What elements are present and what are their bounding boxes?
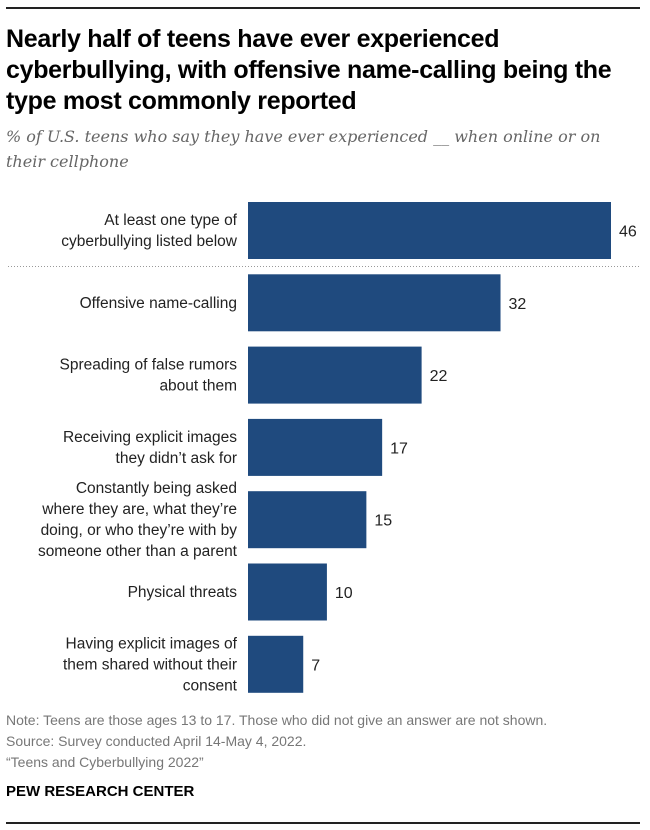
category-label: At least one type of cyberbullying listed…: [61, 212, 238, 250]
pew-logo: PEW RESEARCH CENTER: [6, 783, 195, 800]
category-label: Constantly being asked where they are, wh…: [38, 480, 238, 560]
data-label: 32: [509, 296, 527, 313]
top-rule: [6, 7, 640, 9]
data-label: 22: [430, 368, 448, 385]
bar: [248, 274, 501, 332]
note-text: Note: Teens are those ages 13 to 17. Tho…: [6, 712, 548, 728]
bar: [248, 491, 367, 549]
bar: [248, 202, 611, 259]
source-text: Source: Survey conducted April 14-May 4,…: [6, 733, 307, 749]
chart-subtitle: % of U.S. teens who say they have ever e…: [6, 127, 601, 171]
report-text: “Teens and Cyberbullying 2022”: [6, 754, 204, 770]
data-label: 17: [390, 440, 408, 457]
bar-chart: 46 At least one type of cyberbullying list…: [8, 202, 640, 694]
category-label: Physical threats: [128, 584, 238, 601]
category-label: Receiving explicit images they didn’t ask…: [63, 429, 237, 467]
data-label: 46: [619, 224, 637, 241]
bar: [248, 418, 383, 476]
category-label: Spreading of false rumors about them: [60, 357, 238, 395]
category-label: Offensive name-calling: [80, 295, 237, 312]
data-label: 10: [335, 585, 353, 602]
chart-title: Nearly half of teens have ever experienc…: [6, 25, 612, 115]
data-label: 15: [374, 513, 392, 530]
bar: [248, 635, 304, 693]
bar: [248, 563, 327, 621]
data-label: 7: [311, 657, 320, 674]
category-label: Having explicit images of them shared wit…: [63, 635, 238, 694]
bottom-rule: [6, 822, 640, 824]
bar: [248, 346, 422, 404]
